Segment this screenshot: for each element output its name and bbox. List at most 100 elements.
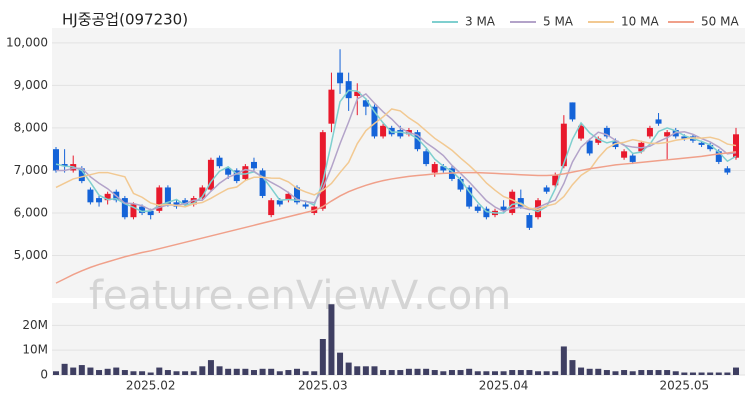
volume-bar: [405, 368, 412, 375]
volume-bar: [225, 368, 232, 375]
candle-body: [655, 119, 662, 124]
volume-bar: [380, 370, 387, 375]
chart-title: HJ중공업(097230): [62, 11, 188, 29]
candle-body: [707, 144, 714, 150]
volume-bar: [207, 360, 214, 375]
candle-body: [578, 125, 585, 139]
volume-bar: [431, 370, 438, 375]
volume-bar: [156, 367, 163, 375]
volume-bar: [448, 370, 455, 375]
volume-bar: [535, 371, 542, 375]
watermark: feature.enViewV.com: [89, 273, 511, 319]
y-tick-label: 5,000: [14, 248, 48, 262]
volume-bar: [113, 367, 120, 375]
candle-body: [53, 149, 59, 171]
volume-bar: [397, 370, 404, 375]
volume-bar: [646, 370, 653, 375]
y-tick-label: 0: [40, 368, 48, 382]
candle-body: [121, 198, 128, 218]
candle-body: [207, 159, 214, 190]
volume-bar: [440, 371, 447, 375]
candle-body: [733, 134, 739, 158]
volume-bar: [603, 370, 610, 375]
volume-bar: [190, 371, 197, 375]
candle-body: [397, 130, 404, 137]
volume-bar: [294, 368, 301, 375]
volume-bar: [139, 371, 146, 375]
x-tick-label: 2025.05: [660, 379, 710, 393]
candle-body: [483, 208, 490, 218]
volume-bar: [233, 368, 240, 375]
volume-bar: [164, 370, 171, 375]
candle-body: [173, 202, 180, 207]
candle-body: [242, 166, 249, 179]
volume-bar: [104, 368, 111, 375]
volume-bar: [595, 368, 602, 375]
y-tick-label: 10M: [22, 343, 48, 357]
volume-bar: [681, 372, 688, 375]
volume-bar: [199, 366, 206, 375]
volume-bar: [569, 360, 576, 375]
volume-bar: [638, 370, 645, 375]
candle-body: [96, 198, 103, 203]
candle-body: [156, 187, 163, 211]
candle-body: [603, 127, 610, 137]
volume-bar: [466, 368, 473, 375]
volume-bar: [474, 371, 481, 375]
candle-body: [440, 166, 447, 171]
volume-bar: [337, 352, 344, 375]
candle-body: [474, 206, 481, 211]
candle-body: [233, 170, 240, 182]
volume-bar: [414, 368, 421, 375]
candle-body: [130, 204, 137, 218]
candle-body: [78, 168, 85, 182]
volume-bar: [328, 304, 335, 375]
volume-bar: [70, 367, 77, 375]
candle-body: [586, 140, 593, 154]
ma-line: [55, 108, 737, 211]
candle-body: [380, 125, 387, 137]
candle-body: [414, 132, 421, 150]
candle-body: [199, 187, 206, 199]
candle-body: [285, 193, 292, 201]
candle-body: [595, 138, 602, 143]
volume-bar: [354, 366, 361, 375]
candle-body: [638, 142, 645, 152]
volume-bar: [96, 370, 103, 375]
candle-body: [362, 100, 369, 107]
volume-bar: [216, 366, 223, 375]
volume-bar: [491, 371, 498, 375]
y-tick-label: 6,000: [14, 205, 48, 219]
volume-bar: [388, 370, 395, 375]
y-tick-label: 8,000: [14, 120, 48, 134]
volume-bar: [457, 370, 464, 375]
volume-bar: [509, 370, 516, 375]
volume-bar: [707, 372, 714, 375]
volume-bar: [362, 366, 369, 375]
y-tick-label: 9,000: [14, 78, 48, 92]
volume-bar: [130, 371, 137, 375]
volume-bar: [483, 371, 490, 375]
candle-body: [552, 174, 559, 186]
volume-bar: [689, 372, 696, 375]
volume-bar: [621, 370, 628, 375]
y-tick-label: 20M: [22, 318, 48, 332]
candle-body: [337, 72, 344, 84]
candle-body: [164, 187, 171, 205]
volume-bar: [552, 371, 559, 375]
y-tick-label: 10,000: [6, 35, 48, 49]
candle-body: [457, 178, 464, 190]
volume-bar: [87, 367, 94, 375]
candle-body: [724, 168, 731, 173]
volume-bar: [319, 339, 326, 375]
volume-bar: [578, 367, 585, 375]
candle-body: [371, 106, 378, 137]
x-tick-label: 2025.03: [298, 379, 348, 393]
candle-body: [569, 102, 576, 120]
volume-bar: [182, 371, 189, 375]
volume-bar: [423, 368, 430, 375]
volume-bar: [121, 370, 128, 375]
legend-label: 50 MA: [701, 15, 739, 29]
volume-bar: [586, 368, 593, 375]
